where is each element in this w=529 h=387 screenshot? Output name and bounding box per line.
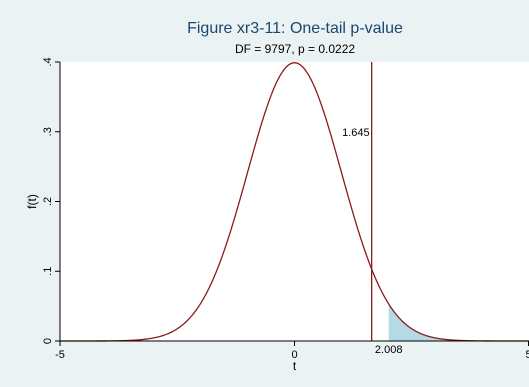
x-tick-label: 5 — [525, 349, 529, 361]
density-curve — [60, 62, 529, 342]
y-axis-label: f(t) — [25, 194, 39, 209]
plot-area — [60, 62, 529, 341]
chart-subtitle: DF = 9797, p = 0.0222 — [235, 42, 355, 56]
x-tick-label: -5 — [55, 349, 65, 361]
x-tick-label: 0 — [291, 349, 297, 361]
y-axis-ticks: 0 .1 .2 .3 .4 — [42, 57, 60, 344]
y-tick-label: .2 — [42, 197, 54, 206]
y-tick-label: .3 — [42, 127, 54, 136]
test-statistic-label: 2.008 — [375, 344, 403, 356]
x-axis-label: t — [293, 359, 297, 373]
y-tick-label: .4 — [42, 57, 54, 66]
y-tick-label: 0 — [42, 338, 54, 344]
shaded-tail-area — [388, 303, 529, 341]
critical-value-label: 1.645 — [342, 127, 370, 139]
chart-title: Figure xr3-11: One-tail p-value — [187, 20, 403, 37]
y-tick-label: .1 — [42, 267, 54, 276]
